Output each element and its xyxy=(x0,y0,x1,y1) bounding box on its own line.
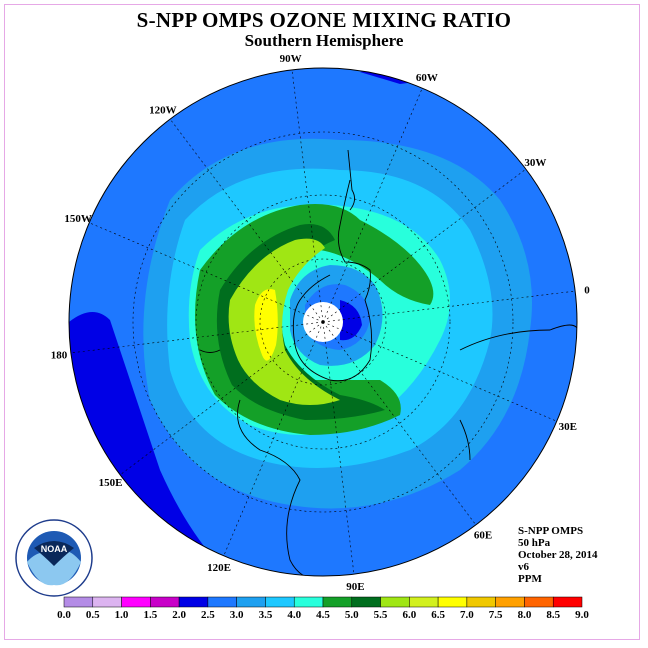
meridian-line xyxy=(322,88,423,323)
meridian-line xyxy=(119,321,324,476)
longitude-label: 60E xyxy=(474,529,492,541)
colorbar-tick-label: 8.5 xyxy=(546,609,560,621)
colorbar-swatch xyxy=(63,596,94,608)
colorbar-tick-label: 1.0 xyxy=(115,609,129,621)
longitude-label: 30E xyxy=(559,421,577,433)
south-america-tip xyxy=(347,149,355,211)
colorbar-swatch xyxy=(322,596,353,608)
colorbar-tick-label: 7.0 xyxy=(460,609,474,621)
colorbar-swatch xyxy=(265,596,295,608)
colorbar-tick-label: 2.5 xyxy=(201,609,215,621)
meridian-line xyxy=(322,168,527,323)
madagascar-coast xyxy=(459,419,471,461)
longitude-label: 0 xyxy=(584,285,590,297)
colorbar-tick-label: 4.5 xyxy=(316,609,330,621)
colorbar-swatch xyxy=(466,596,496,608)
colorbar-tick-label: 3.0 xyxy=(230,609,244,621)
colorbar-tick-label: 9.0 xyxy=(575,609,589,621)
colorbar-swatch xyxy=(293,596,324,608)
colorbar-tick-label: 4.0 xyxy=(287,609,301,621)
colorbar-tick-label: 2.0 xyxy=(172,609,186,621)
noaa-logo: NOAA xyxy=(15,519,93,597)
colorbar-swatch xyxy=(552,596,583,608)
units-label: PPM xyxy=(518,573,542,585)
south-pole-marker xyxy=(321,320,325,324)
colorbar-swatch xyxy=(524,596,554,608)
australia-coast xyxy=(237,399,321,576)
colorbar-swatch xyxy=(121,596,151,608)
meridian-line xyxy=(322,290,576,323)
colorbar-swatch xyxy=(380,596,410,608)
meridian-line xyxy=(291,69,324,323)
colorbar-tick-label: 1.5 xyxy=(143,609,157,621)
meridian-line xyxy=(322,321,355,575)
page-subtitle: Southern Hemisphere xyxy=(244,31,404,50)
longitude-label: 120E xyxy=(207,562,231,574)
level-label: 50 hPa xyxy=(518,537,551,549)
meridian-line xyxy=(322,321,557,422)
colorbar-swatch xyxy=(207,596,237,608)
colorbar-tick-label: 0.0 xyxy=(57,609,71,621)
colorbar-tick-label: 6.0 xyxy=(402,609,416,621)
colorbar-swatch xyxy=(150,596,180,608)
noaa-logo-text: NOAA xyxy=(41,544,68,554)
colorbar-tick-label: 7.5 xyxy=(489,609,503,621)
map-border xyxy=(68,67,578,577)
date-label: October 28, 2014 xyxy=(518,549,598,561)
plot-info: S-NPP OMPS 50 hPa October 28, 2014 v6 PP… xyxy=(518,525,598,585)
longitude-label: 150E xyxy=(99,477,123,489)
colorbar-tick-label: 3.5 xyxy=(259,609,273,621)
longitude-label: 120W xyxy=(149,105,177,117)
longitude-label: 150W xyxy=(64,213,92,225)
ozone-band-5-5 xyxy=(228,238,340,405)
coastlines xyxy=(199,149,577,576)
colorbar-swatch xyxy=(178,596,209,608)
ross-ice-edge xyxy=(199,349,221,353)
meridian-line xyxy=(70,321,324,354)
longitude-label: 30W xyxy=(524,157,546,169)
longitude-label: 180 xyxy=(51,349,68,361)
image-frame xyxy=(4,4,640,640)
antarctica-coast xyxy=(292,179,373,382)
meridian-line xyxy=(322,321,477,526)
longitude-label: 90W xyxy=(280,53,302,65)
graticule xyxy=(70,69,576,575)
colorbar-tick-label: 6.5 xyxy=(431,609,445,621)
colorbar-swatch xyxy=(495,596,525,608)
colorbar-tick-label: 0.5 xyxy=(86,609,100,621)
colorbar-swatch xyxy=(236,596,266,608)
colorbar-swatch xyxy=(409,596,439,608)
colorbar-tick-label: 5.0 xyxy=(345,609,359,621)
page-title: S-NPP OMPS OZONE MIXING RATIO xyxy=(136,8,512,32)
colorbar-tick-label: 8.0 xyxy=(518,609,532,621)
colorbar-tick-label: 5.5 xyxy=(374,609,388,621)
ozone-peak xyxy=(254,289,278,361)
longitude-label: 90E xyxy=(346,581,364,593)
polar-vortex-core xyxy=(340,300,362,341)
longitude-labels: 90W 60W 30W 0 30E 60E 90E 120E 150E 180 150W 120W xyxy=(51,53,591,593)
colorbar: 0.0 0.5 1.0 1.5 2.0 2.5 3.0 3.5 4.0 4.5 5.0 5.5 6.0 6… xyxy=(57,596,589,621)
meridian-line xyxy=(223,321,324,556)
instrument-label: S-NPP OMPS xyxy=(518,525,584,537)
colorbar-swatch xyxy=(351,596,381,608)
longitude-label: 60W xyxy=(416,72,438,84)
africa-coast xyxy=(459,324,577,351)
colorbar-swatch xyxy=(437,596,468,608)
meridian-line xyxy=(169,118,324,323)
meridian-line xyxy=(89,222,324,323)
version-label: v6 xyxy=(518,561,529,573)
colorbar-swatch xyxy=(92,596,122,608)
